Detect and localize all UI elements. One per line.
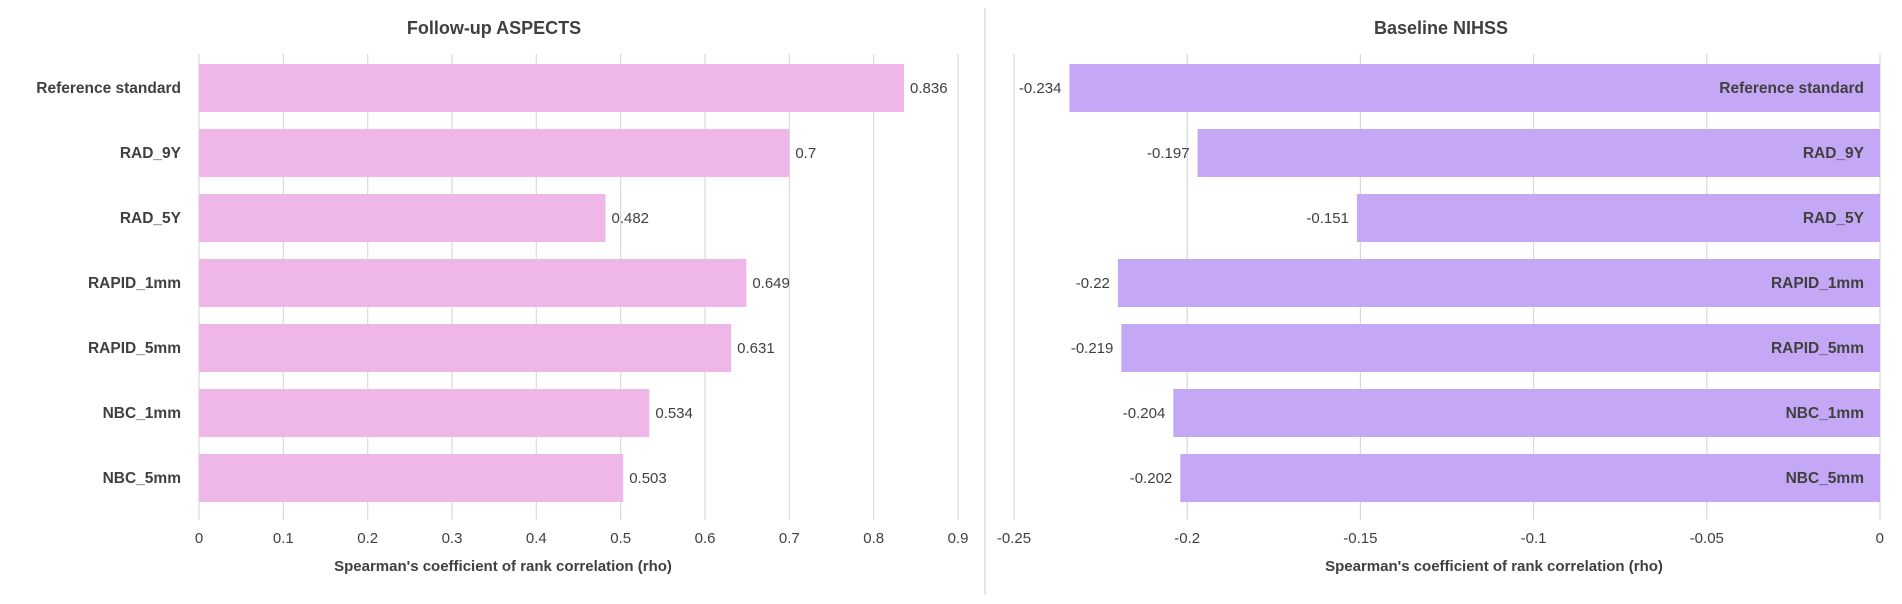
left-bar (199, 259, 747, 307)
left-tick-label: 0.6 (695, 530, 716, 547)
right-bar (1356, 194, 1880, 242)
left-chart-title: Follow-up ASPECTS (407, 18, 581, 38)
right-bar (1173, 389, 1880, 437)
left-bar (199, 64, 905, 112)
left-value-label: 0.836 (910, 80, 948, 97)
right-value-label: -0.151 (1306, 210, 1349, 227)
left-tick-label: 0.7 (779, 530, 800, 547)
right-bar (1117, 259, 1880, 307)
right-bars (1069, 64, 1880, 502)
right-tick-label: -0.25 (997, 530, 1031, 547)
left-value-label: 0.534 (655, 405, 693, 422)
right-category-label: NBC_5mm (1786, 470, 1864, 487)
right-bar (1121, 324, 1880, 372)
right-tick-label: -0.05 (1690, 530, 1724, 547)
left-value-label: 0.7 (795, 145, 816, 162)
right-x-axis-title: Spearman's coefficient of rank correlati… (1325, 558, 1663, 575)
right-category-label: Reference standard (1719, 80, 1864, 97)
left-category-label: NBC_5mm (103, 470, 181, 487)
left-tick-label: 0 (195, 530, 203, 547)
left-value-label: 0.649 (752, 275, 790, 292)
left-category-label: RAPID_1mm (88, 275, 181, 292)
right-value-label: -0.22 (1076, 275, 1110, 292)
right-tick-label: -0.2 (1174, 530, 1200, 547)
left-value-labels: 0.836 0.7 0.482 0.649 0.631 0.534 0.503 (611, 80, 947, 487)
right-category-label: RAPID_5mm (1771, 340, 1864, 357)
left-tick-label: 0.2 (357, 530, 378, 547)
left-tick-label: 0.9 (948, 530, 969, 547)
right-value-label: -0.219 (1071, 340, 1114, 357)
right-category-label: RAD_5Y (1803, 210, 1865, 227)
left-category-label: RAD_9Y (120, 145, 182, 162)
left-category-label: NBC_1mm (103, 405, 181, 422)
left-tick-label: 0.1 (273, 530, 294, 547)
right-category-label: RAD_9Y (1803, 145, 1865, 162)
left-category-labels: Reference standard RAD_9Y RAD_5Y RAPID_1mm R… (36, 80, 181, 487)
right-bar (1180, 454, 1880, 502)
right-tick-labels: -0.25 -0.2 -0.15 -0.1 -0.05 0 (997, 530, 1884, 547)
right-category-label: NBC_1mm (1786, 405, 1864, 422)
left-tick-label: 0.3 (442, 530, 463, 547)
left-tick-labels: 0 0.1 0.2 0.3 0.4 0.5 0.6 0.7 0.8 0.9 (195, 530, 969, 547)
left-tick-label: 0.8 (863, 530, 884, 547)
left-bar (199, 454, 624, 502)
right-value-label: -0.204 (1123, 405, 1166, 422)
left-x-axis-title: Spearman's coefficient of rank correlati… (334, 558, 672, 575)
right-tick-label: -0.1 (1521, 530, 1547, 547)
left-bar (199, 389, 650, 437)
right-tick-label: 0 (1876, 530, 1884, 547)
right-bar (1197, 129, 1880, 177)
left-value-label: 0.482 (611, 210, 649, 227)
right-category-label: RAPID_1mm (1771, 275, 1864, 292)
right-value-label: -0.197 (1147, 145, 1190, 162)
right-value-label: -0.202 (1130, 470, 1173, 487)
left-category-label: RAPID_5mm (88, 340, 181, 357)
left-bars (199, 64, 905, 502)
right-tick-label: -0.15 (1343, 530, 1377, 547)
left-bar (199, 129, 790, 177)
left-bar (199, 194, 606, 242)
left-value-label: 0.503 (629, 470, 667, 487)
left-tick-label: 0.5 (610, 530, 631, 547)
right-value-label: -0.234 (1019, 80, 1062, 97)
left-chart-panel: Follow-up ASPECTS Reference standard RAD_… (36, 18, 968, 575)
left-category-label: RAD_5Y (120, 210, 182, 227)
right-bar (1069, 64, 1880, 112)
right-chart-title: Baseline NIHSS (1374, 18, 1508, 38)
left-bar (199, 324, 732, 372)
right-chart-panel: Baseline NIHSS Reference standardRAD_9YR… (997, 18, 1884, 575)
right-value-labels: -0.234 -0.197 -0.151 -0.22 -0.219 -0.204 -0.20… (1019, 80, 1349, 487)
right-category-labels: Reference standard RAD_9Y RAD_5Y RAPID_1mm R… (1719, 80, 1864, 487)
left-tick-label: 0.4 (526, 530, 547, 547)
left-value-label: 0.631 (737, 340, 775, 357)
left-category-label: Reference standard (36, 80, 181, 97)
